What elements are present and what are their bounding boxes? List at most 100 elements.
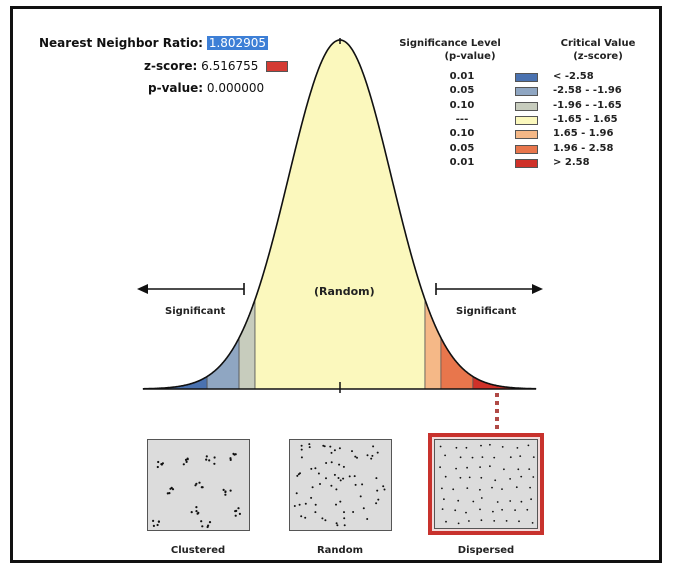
point — [376, 451, 379, 454]
point — [335, 522, 338, 525]
point — [343, 511, 345, 514]
point — [441, 508, 444, 510]
point — [156, 523, 159, 527]
legend-z-range: < -2.58 — [553, 71, 594, 82]
point — [197, 511, 200, 514]
point — [300, 444, 303, 447]
point — [377, 498, 380, 501]
point — [157, 520, 160, 523]
point — [530, 498, 532, 501]
point — [465, 511, 467, 514]
point — [471, 456, 474, 459]
point — [455, 446, 458, 449]
clustered-panel — [147, 439, 250, 531]
legend-z-range: -2.58 - -1.96 — [553, 85, 622, 97]
point — [348, 475, 351, 478]
point — [480, 497, 483, 499]
point — [337, 477, 340, 479]
point — [489, 443, 491, 446]
z-score-row: z-score: 6.516755 — [144, 59, 289, 73]
clustered-points — [152, 452, 241, 529]
point — [459, 476, 462, 479]
point — [466, 487, 469, 489]
nnr-label: Nearest Neighbor Ratio: — [39, 36, 203, 50]
legend-z-range: -1.65 - 1.65 — [553, 113, 618, 125]
right-significant-label: Significant — [456, 306, 517, 317]
point — [459, 456, 462, 459]
dispersed-caption: Dispersed — [457, 545, 515, 556]
point — [370, 457, 373, 460]
dispersed-points — [439, 443, 535, 525]
point — [335, 503, 337, 506]
point — [354, 455, 357, 458]
point — [329, 445, 332, 448]
point — [441, 487, 443, 490]
point — [465, 446, 468, 449]
point — [308, 446, 311, 449]
point — [503, 468, 505, 471]
point — [325, 477, 327, 480]
legend-row: 0.05 -2.58 - -1.96 — [442, 85, 642, 97]
point — [491, 486, 493, 489]
point — [184, 458, 188, 461]
point — [330, 451, 333, 454]
z-score-swatch — [266, 61, 289, 72]
point — [353, 475, 356, 478]
z-score-value: 6.516755 — [201, 59, 259, 73]
point — [237, 507, 240, 510]
point — [493, 456, 496, 459]
legend-p-value: 0.01 — [449, 156, 475, 168]
left-significant-label: Significant — [165, 306, 226, 317]
point — [222, 488, 225, 491]
legend-swatch — [515, 87, 538, 97]
point — [198, 481, 201, 484]
point — [439, 466, 441, 469]
point — [206, 525, 209, 529]
point — [452, 488, 455, 491]
point — [342, 477, 345, 480]
p-value-label: p-value: — [148, 81, 204, 95]
point — [439, 445, 442, 448]
point — [238, 512, 241, 515]
point — [233, 453, 236, 456]
point — [359, 495, 362, 498]
legend-z-range: > 2.58 — [553, 156, 590, 168]
point — [480, 519, 483, 522]
crit-header-1: Critical Value — [560, 38, 636, 49]
dispersed-panel-highlight — [428, 433, 544, 535]
point — [338, 447, 341, 450]
point — [366, 454, 369, 457]
point — [443, 498, 445, 501]
random-label: (Random) — [314, 285, 375, 298]
legend-p-value: --- — [455, 113, 469, 125]
legend-swatch — [515, 144, 538, 154]
point — [361, 483, 364, 486]
sig-header-1: Significance Level — [399, 38, 501, 49]
point — [494, 479, 497, 482]
point — [310, 467, 313, 470]
legend-p-value: 0.05 — [449, 85, 475, 97]
point — [509, 456, 512, 459]
point — [195, 506, 198, 509]
point — [454, 509, 457, 512]
nnr-value[interactable]: 1.802905 — [206, 36, 269, 50]
curve-region — [238, 299, 256, 390]
point — [375, 502, 378, 505]
point — [300, 456, 303, 459]
crit-header-2: (z-score) — [573, 51, 623, 62]
point — [336, 524, 339, 527]
point — [298, 503, 301, 506]
z-score-label: z-score: — [144, 59, 198, 73]
point — [300, 515, 303, 518]
point — [532, 456, 535, 458]
p-value-value: 0.000000 — [206, 81, 265, 95]
point — [195, 510, 198, 513]
point — [335, 488, 338, 491]
point — [509, 478, 511, 480]
point — [201, 525, 204, 528]
point — [518, 520, 520, 523]
point — [514, 509, 516, 511]
point — [479, 488, 481, 491]
point — [213, 456, 216, 459]
